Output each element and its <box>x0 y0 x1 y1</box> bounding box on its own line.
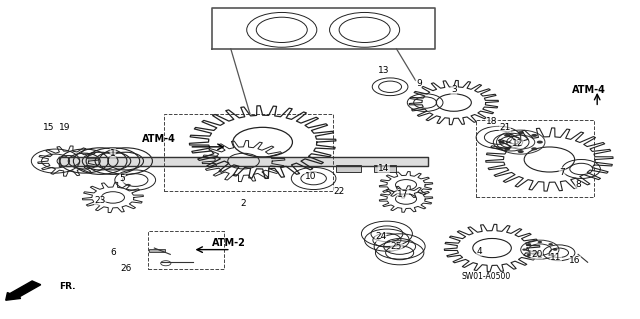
Bar <box>164 114 333 191</box>
Circle shape <box>522 249 527 251</box>
Circle shape <box>504 147 510 150</box>
Circle shape <box>527 254 531 256</box>
Text: 9: 9 <box>416 79 422 88</box>
Circle shape <box>518 150 524 153</box>
Text: 1: 1 <box>110 149 116 158</box>
Circle shape <box>499 141 505 144</box>
Text: 6: 6 <box>110 248 116 257</box>
Bar <box>149 249 165 252</box>
Circle shape <box>548 254 553 256</box>
Circle shape <box>537 141 543 144</box>
Text: 19: 19 <box>60 123 71 132</box>
Circle shape <box>504 134 510 137</box>
FancyArrow shape <box>6 281 41 300</box>
Text: 14: 14 <box>378 165 389 174</box>
Text: 21: 21 <box>499 123 511 132</box>
Circle shape <box>553 249 557 251</box>
Text: 22: 22 <box>333 187 345 196</box>
Circle shape <box>531 134 538 137</box>
Text: ATM-2: ATM-2 <box>212 239 246 249</box>
Text: 12: 12 <box>512 139 524 148</box>
Bar <box>148 231 225 269</box>
Circle shape <box>538 241 542 243</box>
Text: 18: 18 <box>486 117 498 126</box>
Text: 26: 26 <box>120 264 131 273</box>
Text: SW01-A0500: SW01-A0500 <box>461 272 510 281</box>
Text: 4: 4 <box>477 247 482 256</box>
Text: 23: 23 <box>95 196 106 205</box>
Text: 11: 11 <box>550 253 561 262</box>
Text: 24: 24 <box>375 233 386 241</box>
Circle shape <box>531 147 538 150</box>
Text: 2: 2 <box>241 199 246 208</box>
Text: 13: 13 <box>378 66 390 76</box>
Bar <box>336 165 362 172</box>
Text: ATM-4: ATM-4 <box>572 85 605 95</box>
Text: 15: 15 <box>44 123 55 132</box>
Circle shape <box>527 243 531 245</box>
Text: 10: 10 <box>305 172 316 182</box>
Text: FR.: FR. <box>59 282 76 291</box>
Bar <box>476 120 594 197</box>
Text: 25: 25 <box>391 242 402 251</box>
Text: 16: 16 <box>569 256 580 265</box>
Circle shape <box>538 256 542 258</box>
Bar <box>374 165 396 172</box>
Circle shape <box>548 243 553 245</box>
Text: 5: 5 <box>120 174 125 183</box>
Circle shape <box>518 131 524 134</box>
Text: 3: 3 <box>451 85 457 94</box>
Text: 20: 20 <box>531 250 542 259</box>
Text: 8: 8 <box>575 180 581 189</box>
Text: 17: 17 <box>397 190 408 199</box>
Text: ATM-4: ATM-4 <box>141 134 175 144</box>
Polygon shape <box>59 157 428 166</box>
Text: 7: 7 <box>559 168 565 177</box>
